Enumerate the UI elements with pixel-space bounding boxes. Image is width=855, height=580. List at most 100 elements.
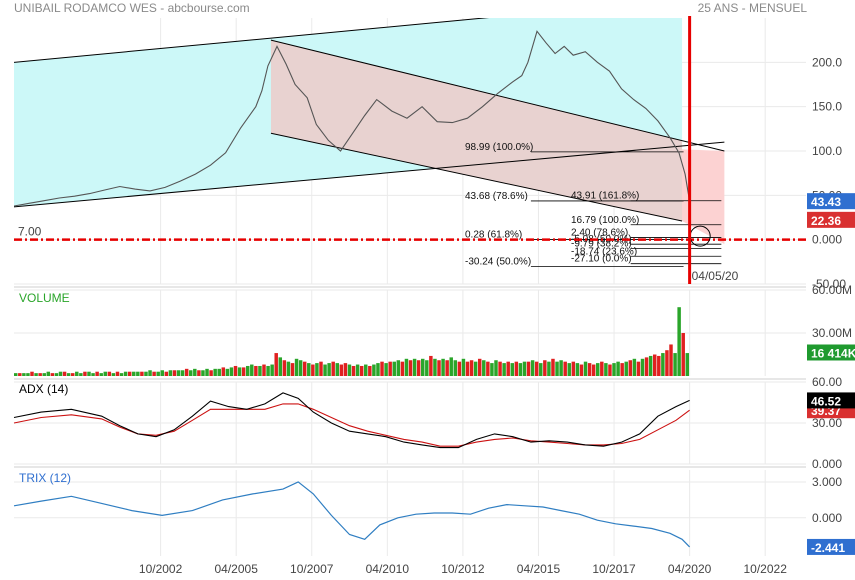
- volume-bar: [327, 363, 331, 376]
- price-drawings: [14, 18, 725, 267]
- volume-bar: [339, 364, 344, 376]
- volume-bar: [189, 370, 193, 376]
- adx-line: [13, 392, 690, 449]
- volume-bar: [632, 358, 637, 376]
- volume-title: VOLUME: [19, 291, 70, 305]
- price-reference-tag-bg: [807, 211, 855, 228]
- volume-bar: [628, 360, 633, 376]
- volume-bar: [331, 361, 335, 376]
- volume-bar: [201, 370, 205, 376]
- fib-level-label: 43.91 (161.8%): [571, 191, 639, 202]
- volume-bar: [282, 360, 287, 376]
- volume-bar: [50, 373, 55, 376]
- volume-bar: [510, 363, 515, 376]
- volume-bar: [176, 370, 181, 376]
- volume-bar: [657, 355, 661, 376]
- volume-bar: [197, 370, 201, 376]
- volume-bar: [518, 363, 523, 376]
- volume-bar: [111, 373, 116, 376]
- volume-bar: [477, 358, 482, 376]
- volume-bar: [433, 358, 437, 376]
- x-tick-label: 10/2022: [743, 562, 787, 576]
- fib-level-label: -30.24 (50.0%): [465, 256, 531, 267]
- bearish-channel-lower-line: [270, 132, 683, 222]
- volume-bar: [612, 363, 616, 376]
- volume-bar: [245, 365, 250, 376]
- fib-level-label: 0.28 (61.8%): [465, 229, 522, 240]
- volume-bar: [66, 373, 71, 376]
- volume-bar: [437, 360, 441, 376]
- volume-bar: [555, 361, 559, 376]
- volume-bar: [469, 360, 474, 376]
- volume-bar: [685, 353, 690, 376]
- volume-bar: [266, 365, 270, 376]
- fib-level-label: 98.99 (100.0%): [465, 142, 533, 153]
- volume-bar: [591, 364, 596, 376]
- fib-level-label: -18.74 (23.6%): [571, 246, 637, 257]
- date-marker-label: 04/05/20: [692, 269, 739, 283]
- x-tick-label: 10/2012: [441, 562, 485, 576]
- volume-bar: [482, 360, 486, 376]
- volume-bar: [644, 357, 649, 376]
- volume-bar: [298, 360, 303, 376]
- volume-bar: [408, 360, 413, 376]
- volume-bar: [95, 371, 99, 376]
- volume-bar: [221, 367, 226, 376]
- volume-bar: [498, 361, 502, 376]
- volume-bar: [164, 371, 169, 376]
- volume-bar: [119, 373, 124, 376]
- volume-bar: [54, 373, 59, 376]
- volume-bar: [600, 361, 604, 376]
- price-y-tick-label: 200.0: [812, 55, 842, 69]
- volume-current-tag-bg: [807, 344, 855, 361]
- volume-bar: [127, 371, 132, 376]
- volume-bar: [567, 363, 571, 376]
- volume-bar: [596, 363, 600, 376]
- volume-bar: [547, 361, 551, 376]
- volume-bar: [46, 371, 51, 376]
- volume-bar: [652, 354, 657, 376]
- adx-y-tick-label: 60.00: [812, 375, 842, 389]
- volume-bar: [79, 373, 83, 376]
- volume-bar: [514, 361, 519, 376]
- adx-y-tick-label: 30.00: [812, 416, 842, 430]
- volume-bar: [311, 364, 315, 376]
- volume-bar: [209, 370, 213, 376]
- volume-bar: [494, 360, 498, 376]
- x-tick-label: 04/2005: [214, 562, 258, 576]
- volume-bar: [18, 373, 22, 376]
- fib-level-label: 43.68 (78.6%): [465, 191, 528, 202]
- volume-bar: [420, 358, 425, 376]
- volume-bar: [543, 360, 547, 376]
- x-tick-label: 04/2010: [366, 562, 410, 576]
- volume-bar: [91, 373, 95, 376]
- volume-bar: [490, 363, 494, 376]
- volume-bar: [355, 364, 360, 376]
- volume-bar: [457, 361, 462, 376]
- volume-bar: [445, 360, 449, 376]
- volume-bar: [99, 373, 103, 376]
- volume-bar: [278, 357, 283, 376]
- reference-label: 7.00: [18, 225, 42, 239]
- volume-bar: [213, 368, 217, 376]
- volume-bar: [152, 371, 156, 376]
- period-label[interactable]: 25 ANS - MENSUEL: [697, 1, 807, 15]
- volume-bar: [136, 371, 140, 376]
- fib-level-label: 16.79 (100.0%): [571, 215, 639, 226]
- volume-bar: [22, 373, 26, 376]
- volume-bar: [160, 370, 164, 376]
- volume-bar: [384, 363, 388, 376]
- volume-bar: [400, 361, 405, 376]
- volume-bar: [486, 361, 490, 376]
- price-reference-tag: 22.36: [811, 214, 841, 228]
- fib-level-label: -9.79 (38.2%): [571, 238, 632, 249]
- volume-bar: [551, 358, 555, 376]
- volume-bar: [636, 361, 641, 376]
- volume-bar: [168, 370, 173, 376]
- bearish-channel-fill: [270, 40, 683, 222]
- volume-bar: [449, 357, 453, 376]
- volume-bar: [502, 363, 506, 376]
- volume-bar: [364, 364, 368, 376]
- volume-bar: [144, 371, 148, 376]
- volume-bar: [575, 363, 580, 376]
